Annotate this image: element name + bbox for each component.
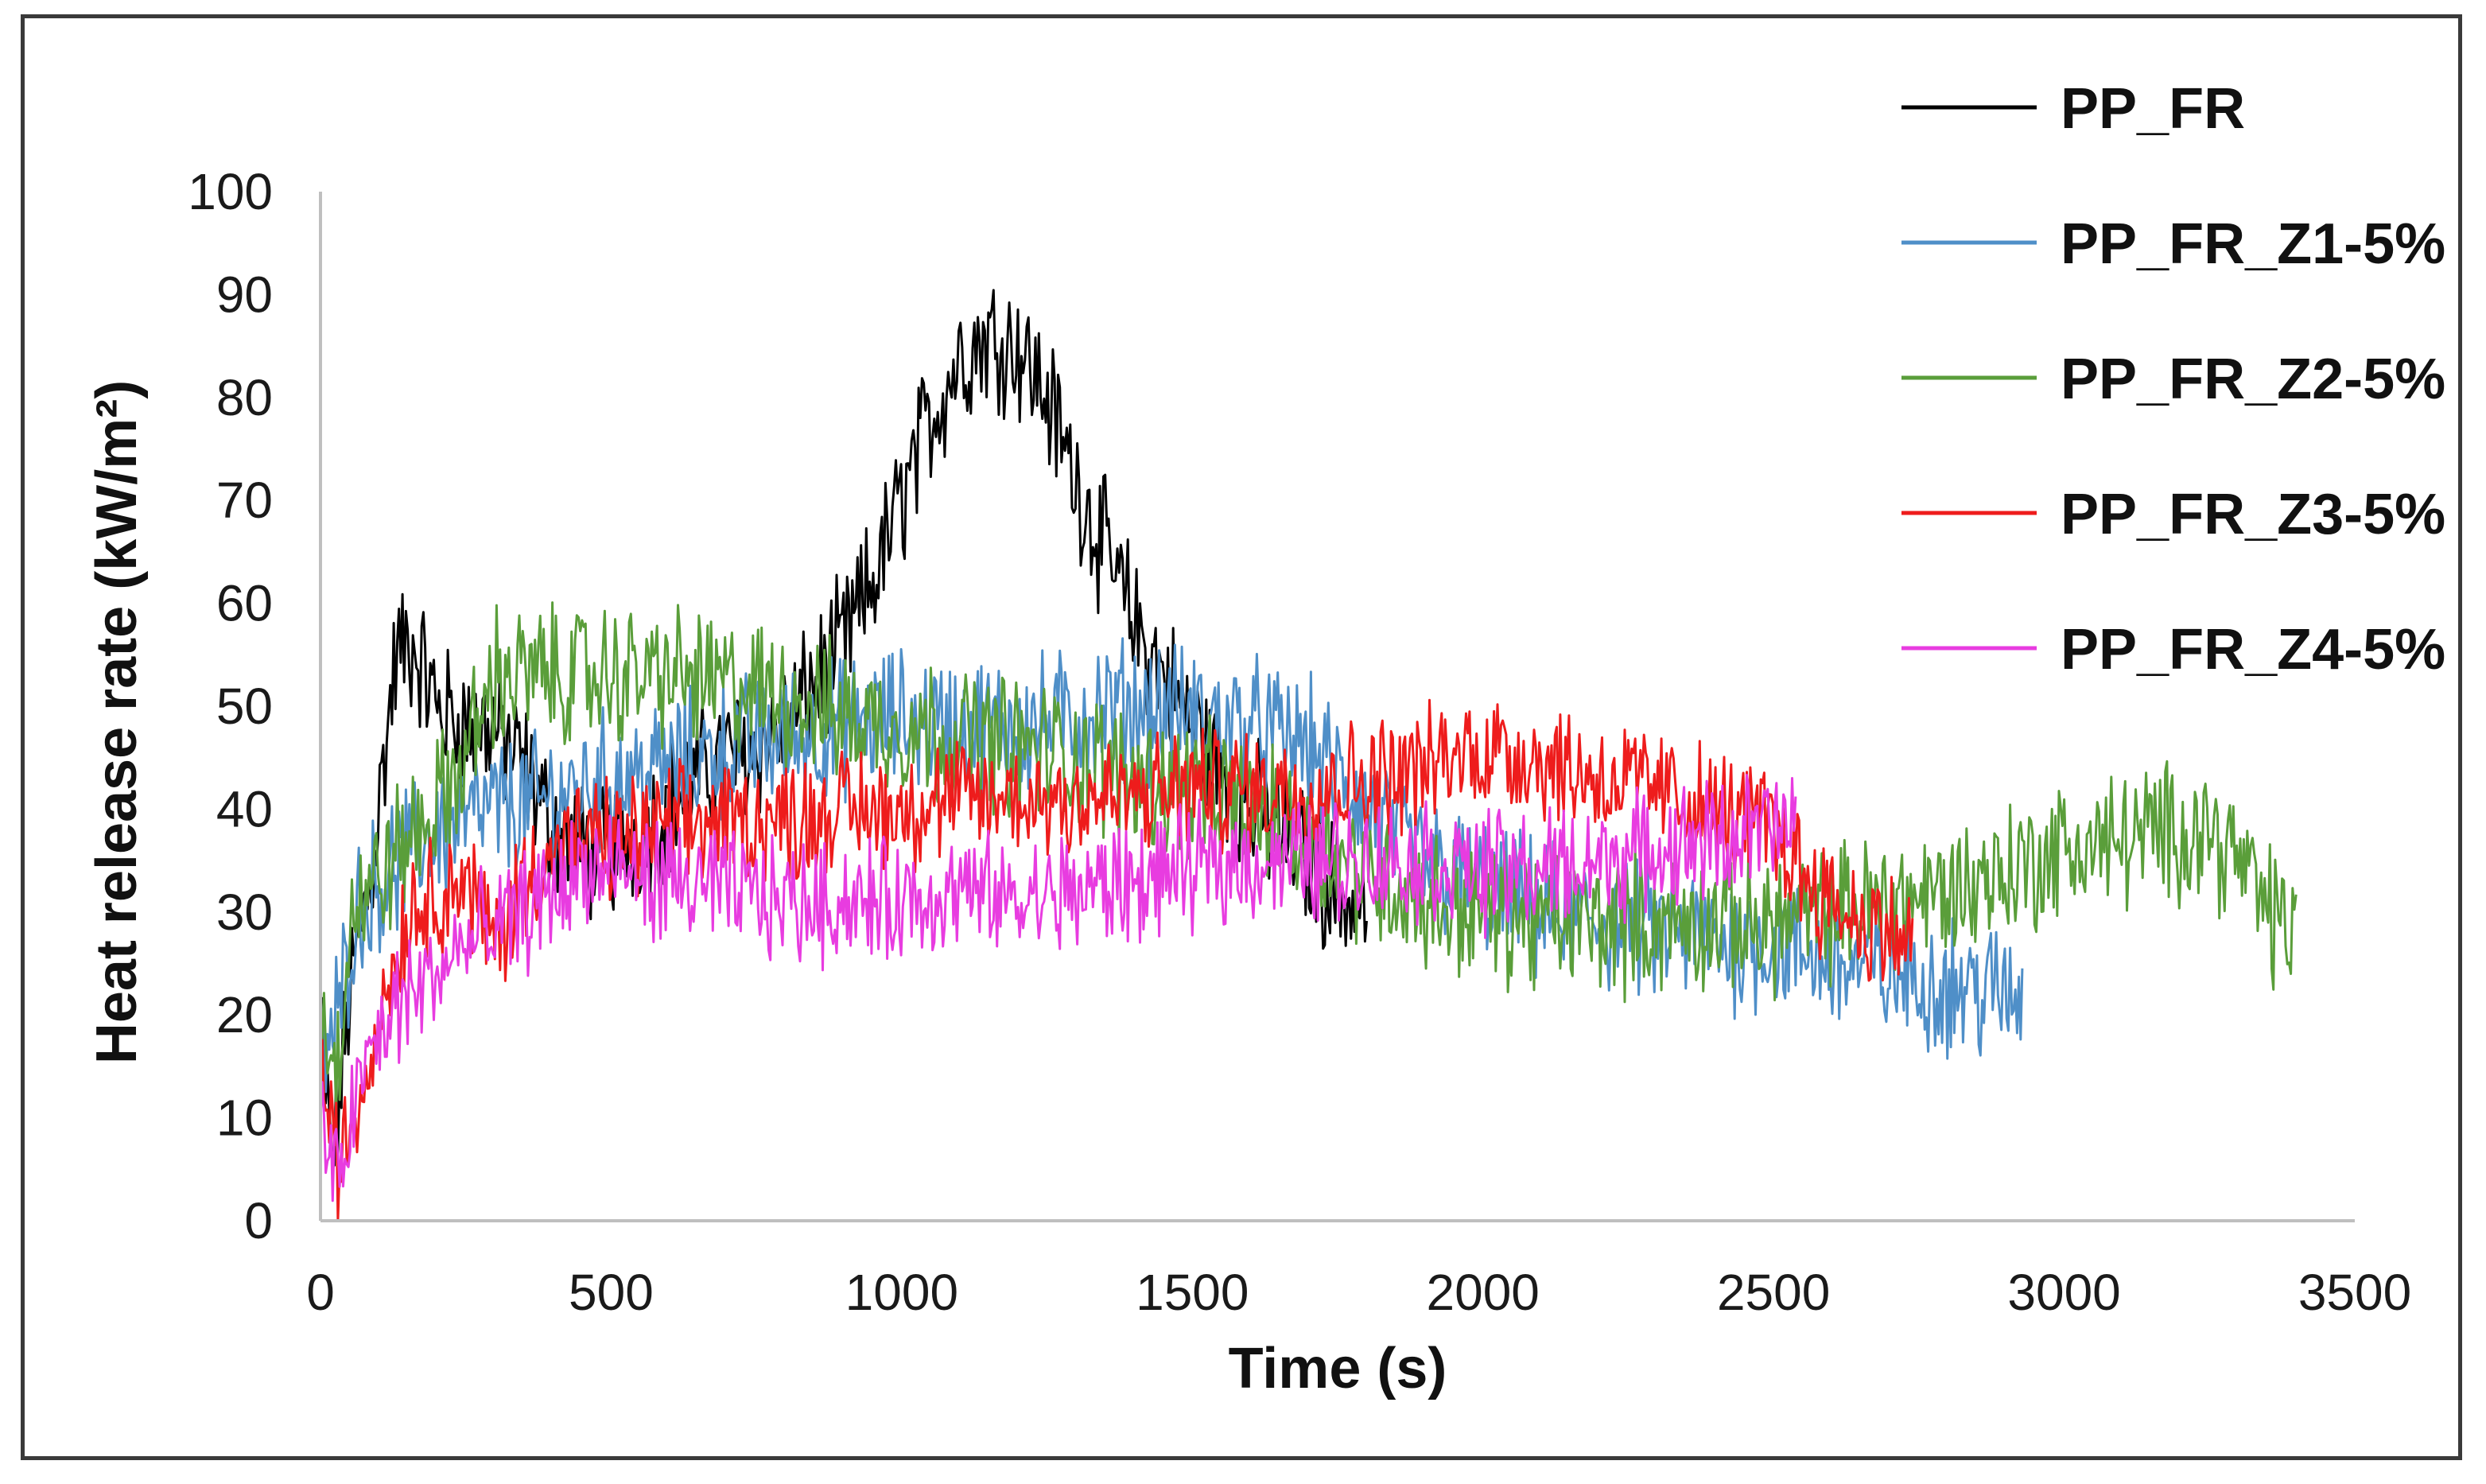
hrr-line-chart: 0 10 20 30 40 50 60 70 80 90 100 0 500 1000 1500 2000 2…	[85, 77, 2445, 1400]
x-tick-label: 1000	[845, 1264, 958, 1321]
legend-label: PP_FR	[2061, 77, 2245, 141]
y-tick-label: 30	[216, 884, 273, 941]
y-tick-label: 0	[244, 1192, 273, 1249]
legend: PP_FR PP_FR_Z1-5% PP_FR_Z2-5% PP_FR_Z3-5% PP…	[1901, 77, 2445, 682]
x-tick-label: 0	[306, 1264, 335, 1321]
y-tick-label: 90	[216, 266, 273, 323]
x-tick-label: 2500	[1717, 1264, 1830, 1321]
legend-label: PP_FR_Z3-5%	[2061, 483, 2445, 546]
axes-layer	[319, 192, 2355, 1222]
y-tick-label: 70	[216, 472, 273, 529]
y-tick-label: 80	[216, 369, 273, 426]
y-tick-label: 60	[216, 575, 273, 632]
legend-label: PP_FR_Z1-5%	[2061, 212, 2445, 276]
x-tick-label: 2000	[1427, 1264, 1540, 1321]
x-tick-label: 3500	[2298, 1264, 2411, 1321]
legend-label: PP_FR_Z4-5%	[2061, 618, 2445, 682]
y-tick-label: 50	[216, 678, 273, 735]
y-tick-label: 20	[216, 986, 273, 1043]
y-tick-label: 100	[188, 163, 273, 220]
y-axis-title: Heat release rate (kW/m²)	[85, 380, 149, 1064]
y-tick-label: 10	[216, 1090, 273, 1147]
x-axis-title: Time (s)	[1229, 1337, 1447, 1400]
chart-frame: 0 10 20 30 40 50 60 70 80 90 100 0 500 1000 1500 2000 2…	[21, 14, 2462, 1460]
y-tick-labels: 0 10 20 30 40 50 60 70 80 90 100	[188, 163, 273, 1249]
x-tick-label: 500	[569, 1264, 654, 1321]
series-layer	[319, 289, 2298, 1222]
x-tick-labels: 0 500 1000 1500 2000 2500 3000 3500	[306, 1264, 2411, 1321]
series-line	[319, 774, 1797, 1202]
x-tick-label: 1500	[1136, 1264, 1249, 1321]
x-tick-label: 3000	[2007, 1264, 2120, 1321]
y-tick-label: 40	[216, 780, 273, 837]
legend-label: PP_FR_Z2-5%	[2061, 348, 2445, 411]
